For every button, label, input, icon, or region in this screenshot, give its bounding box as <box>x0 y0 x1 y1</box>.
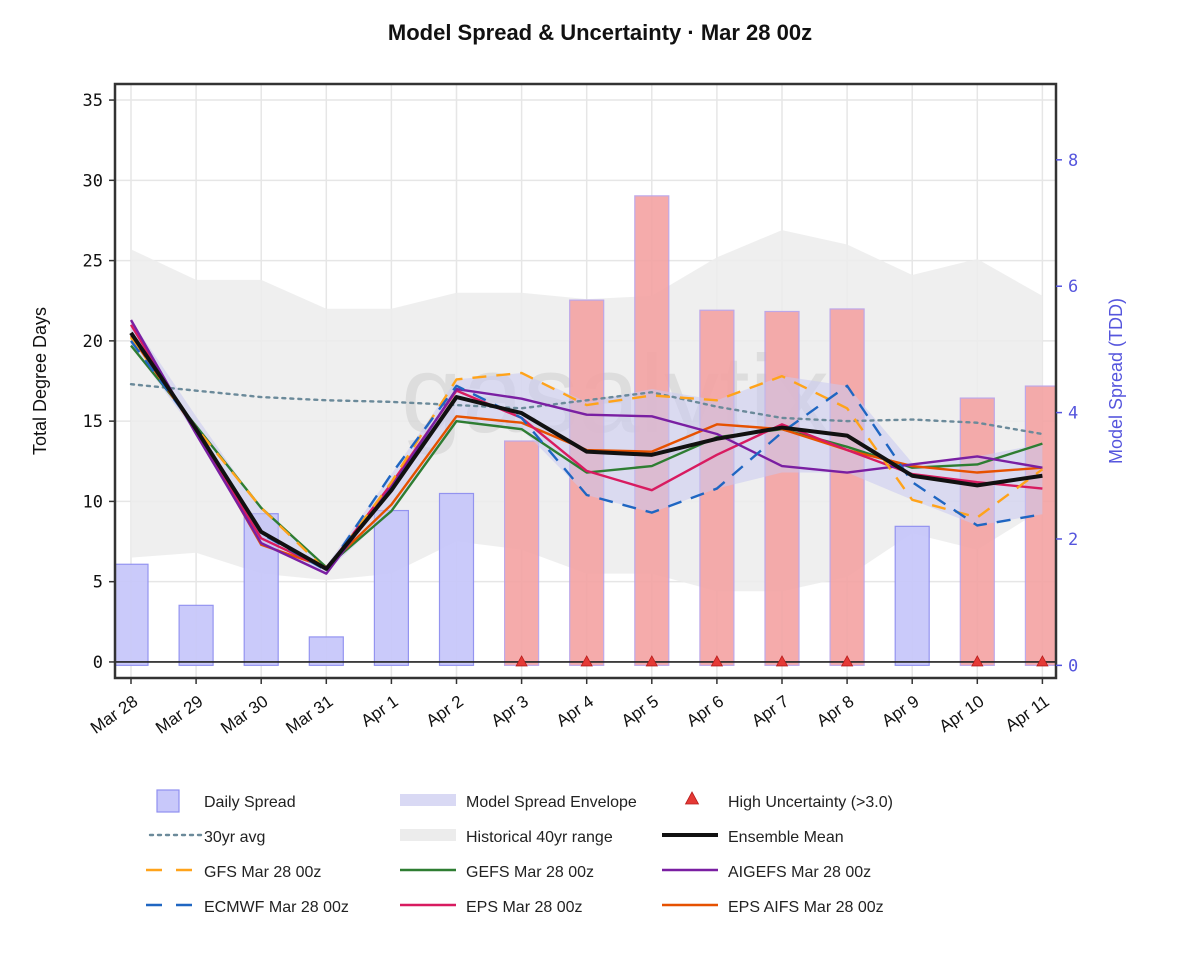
series-line-aigefs-mar-28-00z <box>129 319 1043 575</box>
y-axis-left-label: Total Degree Days <box>30 307 50 455</box>
y-right-tick-label: 0 <box>1068 656 1078 676</box>
daily-spread-bar <box>894 525 930 666</box>
legend-swatch-envelope <box>400 794 456 806</box>
legend-item: GFS Mar 28 00z <box>146 864 321 881</box>
legend-item: 30yr avg <box>148 829 265 846</box>
legend-label: EPS AIFS Mar 28 00z <box>728 899 884 916</box>
y-left-tick-label: 30 <box>83 171 103 191</box>
legend-label: High Uncertainty (>3.0) <box>728 794 893 811</box>
legend-item: Model Spread Envelope <box>400 794 637 811</box>
y-right-tick-label: 4 <box>1068 404 1078 424</box>
high-uncertainty-marker <box>775 655 789 667</box>
x-tick-label: Apr 4 <box>553 692 597 731</box>
legend-label: AIGEFS Mar 28 00z <box>728 864 871 881</box>
x-tick-label: Apr 2 <box>423 692 467 731</box>
legend-label: Daily Spread <box>204 794 296 811</box>
high-uncertainty-marker <box>710 655 724 667</box>
high-uncertainty-marker <box>1036 655 1049 667</box>
x-tick-label: Apr 7 <box>748 692 792 731</box>
legend-label: GFS Mar 28 00z <box>204 864 321 881</box>
y-left-tick-label: 10 <box>83 492 103 512</box>
x-tick-label: Apr 6 <box>683 692 727 731</box>
daily-spread-bar <box>115 563 149 666</box>
legend-label: GEFS Mar 28 00z <box>466 864 594 881</box>
y-right-tick-label: 8 <box>1068 151 1078 171</box>
legend: Daily Spread Model Spread Envelope High Un… <box>146 789 893 916</box>
daily-spread-bar <box>829 308 865 666</box>
legend-item: Ensemble Mean <box>662 829 844 846</box>
legend-label: Model Spread Envelope <box>466 794 637 811</box>
legend-swatch-daily-spread <box>156 789 180 813</box>
y-left-tick-label: 0 <box>93 653 103 673</box>
y-left-tick-label: 15 <box>83 412 103 432</box>
high-uncertainty-marker <box>971 655 984 667</box>
x-tick-label: Apr 10 <box>936 692 988 736</box>
x-tick-label: Apr 9 <box>878 692 922 731</box>
legend-item: AIGEFS Mar 28 00z <box>662 864 871 881</box>
high-uncertainty-marker <box>580 655 593 667</box>
x-tick-label: Apr 11 <box>1002 692 1053 736</box>
y-left-tick-label: 25 <box>83 252 103 272</box>
y-right-tick-label: 2 <box>1068 530 1078 550</box>
x-tick-label: Apr 8 <box>813 692 857 731</box>
high-uncertainty-marker <box>515 655 528 667</box>
legend-item: GEFS Mar 28 00z <box>400 864 594 881</box>
daily-spread-bar <box>308 636 344 666</box>
model-spread-envelope <box>131 319 1043 573</box>
legend-item: EPS Mar 28 00z <box>400 899 583 916</box>
legend-item: High Uncertainty (>3.0) <box>684 791 893 811</box>
daily-spread-bar <box>1024 385 1056 666</box>
chart-title: Model Spread & Uncertainty · Mar 28 00z <box>388 20 812 45</box>
legend-item: EPS AIFS Mar 28 00z <box>662 899 884 916</box>
x-tick-label: Apr 1 <box>358 692 402 731</box>
y-left-tick-label: 35 <box>83 91 103 111</box>
legend-label: ECMWF Mar 28 00z <box>204 899 349 916</box>
daily-spread-bar <box>178 604 214 666</box>
x-tick-label: Mar 30 <box>217 692 271 738</box>
daily-spread-bar <box>504 440 540 666</box>
plot-inner: gasalytix <box>115 84 1056 678</box>
legend-swatch-marker <box>684 791 700 805</box>
x-tick-label: Apr 5 <box>618 692 662 731</box>
daily-spread-bar <box>373 509 409 666</box>
legend-item: ECMWF Mar 28 00z <box>146 899 349 916</box>
y-left-tick-label: 20 <box>83 332 103 352</box>
plot-area: gasalytix 0 5 10 15 20 25 30 35 0 2 4 6 8 Mar 28 Mar 29… <box>83 82 1078 738</box>
daily-spread-bar <box>764 310 800 666</box>
series-line-gfs-mar-28-00z <box>130 336 1044 572</box>
legend-item: Historical 40yr range <box>400 829 613 846</box>
series-line-30yr-avg <box>129 383 1044 436</box>
x-tick-label: Mar 31 <box>282 692 336 738</box>
x-tick-label: Apr 3 <box>488 692 532 731</box>
legend-label: Ensemble Mean <box>728 829 844 846</box>
series-line-ecmwf-mar-28-00z <box>130 340 1043 572</box>
daily-spread-bar <box>959 397 995 666</box>
legend-label: Historical 40yr range <box>466 829 613 846</box>
legend-label: EPS Mar 28 00z <box>466 899 583 916</box>
high-uncertainty-marker <box>645 655 658 667</box>
legend-swatch-historical <box>400 829 456 841</box>
legend-label: 30yr avg <box>204 829 265 846</box>
legend-item: Daily Spread <box>156 789 296 813</box>
x-tick-label: Mar 28 <box>87 692 141 738</box>
y-left-tick-label: 5 <box>93 573 103 593</box>
x-tick-label: Mar 29 <box>152 692 206 738</box>
series-line-ensemble-mean <box>129 331 1043 571</box>
high-uncertainty-marker <box>840 655 854 667</box>
y-axis-right-label: Model Spread (TDD) <box>1106 298 1126 464</box>
daily-spread-bar <box>438 492 475 666</box>
y-right-tick-label: 6 <box>1068 277 1078 297</box>
plot-frame <box>113 82 1058 680</box>
